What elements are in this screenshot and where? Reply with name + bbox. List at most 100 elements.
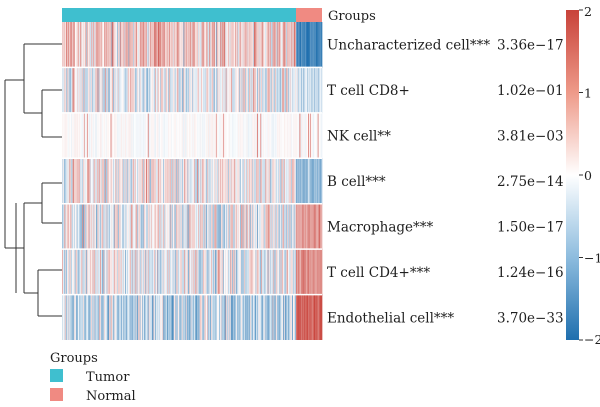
heatmap-cell xyxy=(206,158,208,204)
color-scale-tick-label: 0 xyxy=(584,168,592,183)
heatmap-cell xyxy=(321,67,323,113)
heatmap-cell xyxy=(163,294,165,340)
heatmap-cell xyxy=(305,294,307,340)
heatmap-cell xyxy=(146,22,148,68)
heatmap-cell xyxy=(283,112,285,159)
heatmap-cell xyxy=(277,67,279,113)
heatmap-cell xyxy=(197,294,199,340)
heatmap-cell xyxy=(270,112,272,159)
heatmap-cell xyxy=(310,249,312,295)
heatmap-cell xyxy=(125,249,128,295)
heatmap-cell xyxy=(236,294,239,340)
heatmap-cell xyxy=(237,22,239,68)
heatmap-cell xyxy=(312,203,314,250)
heatmap-cell xyxy=(165,158,167,204)
heatmap-cell xyxy=(215,112,217,159)
heatmap-cell xyxy=(219,158,222,204)
heatmap-cell xyxy=(181,249,183,295)
heatmap-cell xyxy=(140,22,142,68)
heatmap-cell xyxy=(295,22,297,68)
heatmap-cell xyxy=(71,112,73,159)
heatmap-cell xyxy=(311,203,313,250)
heatmap-cell xyxy=(139,112,141,159)
heatmap-cell xyxy=(108,294,110,340)
heatmap-cell xyxy=(292,158,294,204)
heatmap-cell xyxy=(310,203,312,250)
heatmap-cell xyxy=(154,158,156,204)
heatmap-cell xyxy=(184,249,186,295)
heatmap-cell xyxy=(178,249,180,295)
heatmap-cell xyxy=(104,294,106,340)
heatmap-cell xyxy=(193,22,195,68)
heatmap-cell xyxy=(287,112,290,159)
heatmap-cell xyxy=(257,22,259,68)
heatmap-cell xyxy=(64,67,66,113)
heatmap-cell xyxy=(193,22,196,68)
heatmap-cell xyxy=(68,294,70,340)
heatmap-cell xyxy=(186,158,188,204)
heatmap-cell xyxy=(281,22,283,68)
heatmap-cell xyxy=(223,158,226,204)
heatmap-cell xyxy=(209,112,211,159)
heatmap-cell xyxy=(302,112,305,159)
heatmap-cell xyxy=(304,158,306,204)
heatmap-cell xyxy=(139,22,141,68)
heatmap-cell xyxy=(134,203,137,250)
heatmap-cell xyxy=(72,249,74,295)
heatmap-cell xyxy=(298,294,300,340)
heatmap-cell xyxy=(122,203,124,250)
heatmap-cell xyxy=(216,294,218,340)
heatmap-cell xyxy=(217,22,219,68)
heatmap-cell xyxy=(194,112,196,159)
heatmap-cell xyxy=(240,112,242,159)
heatmap-cell xyxy=(181,67,183,113)
heatmap-cell xyxy=(164,249,166,295)
heatmap-cell xyxy=(118,294,120,340)
heatmap-cell xyxy=(193,67,195,113)
heatmap-cell xyxy=(226,203,228,250)
heatmap-cell xyxy=(253,203,255,250)
heatmap-cell xyxy=(249,294,252,340)
heatmap-cell xyxy=(94,158,96,204)
heatmap-cell xyxy=(151,22,153,68)
heatmap-cell xyxy=(180,112,182,159)
heatmap-cell xyxy=(145,22,147,68)
heatmap-cell xyxy=(123,22,125,68)
heatmap-cell xyxy=(241,249,243,295)
tumor-group-bar xyxy=(62,8,296,22)
heatmap-cell xyxy=(182,112,184,159)
p-value: 1.24e−16 xyxy=(497,265,564,281)
heatmap-cell xyxy=(260,294,262,340)
heatmap-cell xyxy=(173,203,175,250)
heatmap-cell xyxy=(258,22,260,68)
heatmap-body xyxy=(62,22,323,340)
heatmap-cell xyxy=(70,249,72,295)
heatmap-cell xyxy=(121,112,124,159)
heatmap-cell xyxy=(202,249,205,295)
heatmap-cell xyxy=(233,112,235,159)
heatmap-cell xyxy=(79,249,81,295)
heatmap-cell xyxy=(77,67,79,113)
heatmap-cell xyxy=(144,249,146,295)
heatmap-cell xyxy=(172,158,175,204)
heatmap-cell xyxy=(169,158,171,204)
heatmap-cell xyxy=(142,203,144,250)
heatmap-cell xyxy=(134,158,136,204)
heatmap-cell xyxy=(291,158,293,204)
heatmap-cell xyxy=(274,294,276,340)
heatmap-cell xyxy=(239,112,241,159)
heatmap-cell xyxy=(105,112,107,159)
heatmap-cell xyxy=(259,203,261,250)
heatmap-cell xyxy=(276,294,278,340)
heatmap-cell xyxy=(129,203,131,250)
heatmap-cell xyxy=(289,294,291,340)
heatmap-cell xyxy=(238,203,240,250)
heatmap-cell xyxy=(92,203,94,250)
heatmap-cell xyxy=(84,112,86,159)
heatmap-cell xyxy=(83,294,86,340)
heatmap-cell xyxy=(111,112,113,159)
heatmap-cell xyxy=(321,294,323,340)
heatmap-cell xyxy=(131,67,133,113)
heatmap-cell xyxy=(228,249,230,295)
heatmap-cell xyxy=(120,67,122,113)
